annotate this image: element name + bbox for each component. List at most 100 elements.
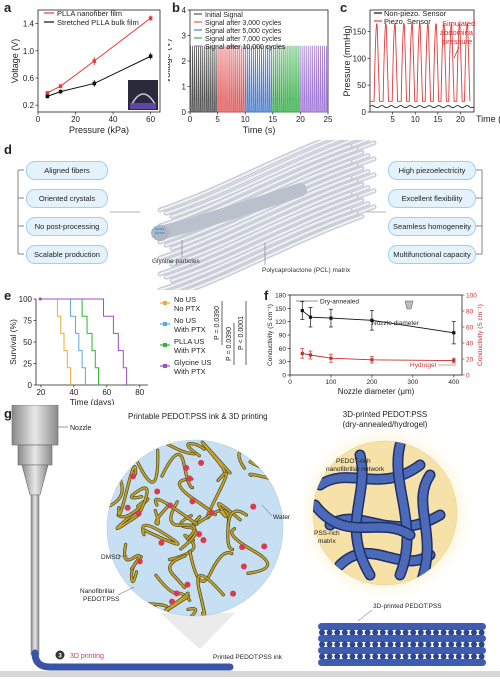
x-tick-label: 10 xyxy=(411,115,420,124)
printed-filament-crosssection xyxy=(334,641,341,648)
y2-tick-label: 20 xyxy=(466,357,474,364)
printed-filament-crosssection xyxy=(410,653,417,660)
printed-filament-crosssection xyxy=(379,629,386,636)
y2-tick-label: 80 xyxy=(466,309,474,316)
y-tick-label: 0 xyxy=(362,108,367,117)
fiber-highlight xyxy=(159,140,327,211)
y-tick-label: 0.2 xyxy=(23,101,35,110)
glycine-particle xyxy=(157,232,160,234)
data-point xyxy=(308,353,313,357)
printed-filament-crosssection xyxy=(326,641,333,648)
dmso-molecule xyxy=(239,544,246,551)
label-pss-2: matrix xyxy=(318,538,336,545)
printed-filament-crosssection xyxy=(349,641,356,648)
x-tick-label: 0 xyxy=(36,115,41,124)
pill-scalable-production: Scalable production xyxy=(26,245,108,264)
dmso-molecule xyxy=(196,531,203,538)
printed-filament-crosssection xyxy=(471,653,477,660)
data-point xyxy=(370,318,374,322)
legend-label-line1: No US xyxy=(174,316,196,325)
y-tick-label: 120 xyxy=(275,319,286,326)
signal-segment-4 xyxy=(300,45,328,113)
label-nozzle: Nozzle xyxy=(70,425,92,432)
x-tick-label: 5 xyxy=(215,115,220,124)
fiber-highlight xyxy=(171,140,356,218)
network-fiber xyxy=(336,549,434,569)
dmso-molecule xyxy=(240,563,247,570)
dmso-molecule xyxy=(169,598,176,605)
series-line-1 xyxy=(47,55,151,97)
x-tick-label: 20 xyxy=(71,115,80,124)
x-tick-label: 40 xyxy=(69,388,78,397)
data-point xyxy=(452,359,456,363)
fiber-highlight xyxy=(171,199,363,282)
nanofibrils xyxy=(107,440,282,616)
printed-filament-crosssection xyxy=(417,629,424,636)
label-pcl-matrix: Polycaprolactone (PCL) matrix xyxy=(262,267,351,274)
printed-filament-crosssection xyxy=(440,641,447,648)
label-dmso: DMSO xyxy=(101,554,121,561)
printed-filament-crosssection xyxy=(402,629,409,636)
annotation-line2: abdominal xyxy=(440,28,475,37)
legend-label-line2: No PTX xyxy=(174,304,200,313)
chart-f: 0 100 200 300 400 0 30 60 90 120 150 180 0 20 40 60 80 10… xyxy=(267,293,484,397)
title-right-1: 3D-printed PEDOT:PSS xyxy=(343,410,427,419)
diagram-g: Nozzle Printable PEDOT:PSS ink & 3D prin… xyxy=(0,405,500,677)
printed-filament-crosssection xyxy=(440,653,447,660)
fibril xyxy=(168,555,186,589)
glycine-particle xyxy=(157,228,160,230)
glycine-particle xyxy=(162,228,165,230)
x-tick-label: 0 xyxy=(188,115,193,124)
title-right-2: (dry-annealed/hydrogel) xyxy=(343,420,428,429)
x-tick-label: 400 xyxy=(448,379,459,386)
y-tick-label: 150 xyxy=(353,27,367,36)
pvalue-label: P < 0.0001 xyxy=(238,316,245,350)
signal-segment-3 xyxy=(272,45,301,113)
x-tick-label: 20 xyxy=(296,115,305,124)
printed-filament-crosssection xyxy=(357,629,363,636)
printed-filament-crosssection xyxy=(364,629,371,636)
panel-letter-a: a xyxy=(4,0,12,15)
fiber-highlight xyxy=(187,215,363,290)
label-glycine-particles: Glycine particles xyxy=(152,258,200,265)
dmso-molecule xyxy=(198,459,205,466)
fiber-highlight xyxy=(165,196,357,279)
dmso-molecule xyxy=(124,504,131,511)
legend-marker xyxy=(163,322,167,326)
chart-e: 20 40 60 80 0 25 50 75 100 Time (days) Survival (%… xyxy=(8,295,247,405)
panel-letter-g: g xyxy=(4,406,12,421)
y2-tick-label: 60 xyxy=(466,325,474,332)
y-axis-label: Survival (%) xyxy=(8,319,18,365)
y-tick-label: 0.6 xyxy=(23,74,35,83)
dmso-molecule xyxy=(135,510,142,517)
printed-filament-crosssection xyxy=(455,629,462,636)
printed-filament-crosssection xyxy=(357,653,363,660)
fiber-bundle-illustration xyxy=(151,140,377,290)
plot-frame xyxy=(369,9,475,113)
printed-grid xyxy=(318,623,486,666)
dmso-molecule xyxy=(158,539,165,546)
dmso-molecule xyxy=(184,581,191,588)
x-tick-label: 300 xyxy=(407,379,418,386)
y-tick-label: 75 xyxy=(23,317,32,326)
printed-filament-crosssection xyxy=(334,629,341,636)
survival-curve-0 xyxy=(39,298,72,385)
data-point xyxy=(300,351,304,355)
dmso-molecule xyxy=(154,488,161,495)
step-number-badge xyxy=(55,650,65,660)
nozzle-illustration xyxy=(11,405,59,656)
y-tick-label: 3 xyxy=(182,32,187,41)
printed-filament-crosssection xyxy=(357,641,363,648)
title-left: Printable PEDOT:PSS ink & 3D printing xyxy=(128,412,268,421)
y-axis-label: Voltage (V) xyxy=(10,39,20,84)
pill-excellent-flexibility: Excellent flexibility xyxy=(388,189,476,208)
y-tick-label: 0 xyxy=(28,381,33,390)
data-point xyxy=(452,331,456,335)
printed-filament-crosssection xyxy=(448,629,455,636)
dmso-molecule xyxy=(173,590,180,597)
printed-filament-crosssection xyxy=(433,653,439,660)
fiber-highlight xyxy=(171,183,363,266)
fibril xyxy=(160,592,190,615)
signal-segment-1 xyxy=(217,45,246,113)
pill-high-piezoelectricity: High piezoelectricity xyxy=(388,161,476,180)
